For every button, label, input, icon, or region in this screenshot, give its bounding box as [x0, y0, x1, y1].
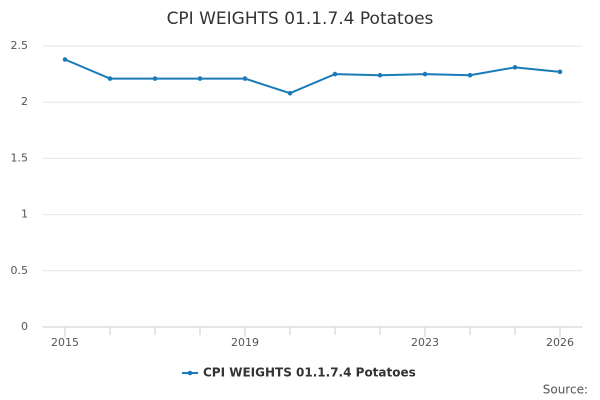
legend-swatch [187, 370, 193, 376]
y-tick-label: 2.5 [11, 39, 29, 52]
y-tick-label: 2 [21, 95, 28, 108]
x-tick-label: 2026 [546, 336, 574, 349]
point [512, 65, 518, 70]
point [467, 72, 473, 78]
point [422, 71, 428, 77]
point [152, 76, 158, 81]
point [107, 76, 113, 81]
x-tick-label: 2023 [411, 336, 439, 349]
point [557, 69, 563, 75]
point [197, 76, 203, 81]
source: Source: [543, 383, 588, 397]
y-tick-label: 0 [21, 320, 28, 333]
y-tick-label: 0.5 [11, 264, 29, 277]
point [242, 76, 248, 81]
point [377, 72, 383, 78]
y-tick-label: 1.5 [11, 151, 29, 164]
point [332, 71, 338, 77]
y-tick-label: 1 [21, 208, 28, 221]
x-tick-label: 2015 [51, 336, 79, 349]
point [287, 90, 293, 96]
line [64, 58, 561, 95]
legend-label: CPI WEIGHTS 01.1.7.4 Potatoes [203, 366, 416, 380]
x-tick-label: 2019 [231, 336, 259, 349]
chart-title: CPI WEIGHTS 01.1.7.4 Potatoes [167, 9, 434, 29]
point [62, 57, 68, 62]
